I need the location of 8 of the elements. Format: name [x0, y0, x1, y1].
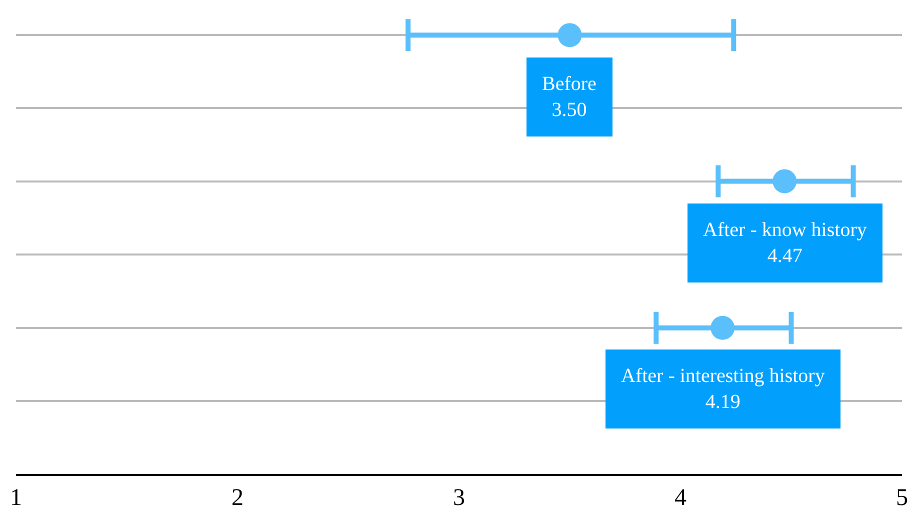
annotation: Before 3.50 — [542, 73, 597, 121]
x-tick-label: 2 — [232, 484, 244, 511]
x-tick-label: 5 — [896, 484, 908, 511]
x-tick-label: 3 — [453, 484, 465, 511]
annotation: After - know history 4.47 — [703, 219, 867, 267]
x-tick-label: 1 — [10, 484, 22, 511]
x-tick-label: 4 — [674, 484, 686, 511]
annotation: After - interesting history 4.19 — [621, 365, 825, 413]
